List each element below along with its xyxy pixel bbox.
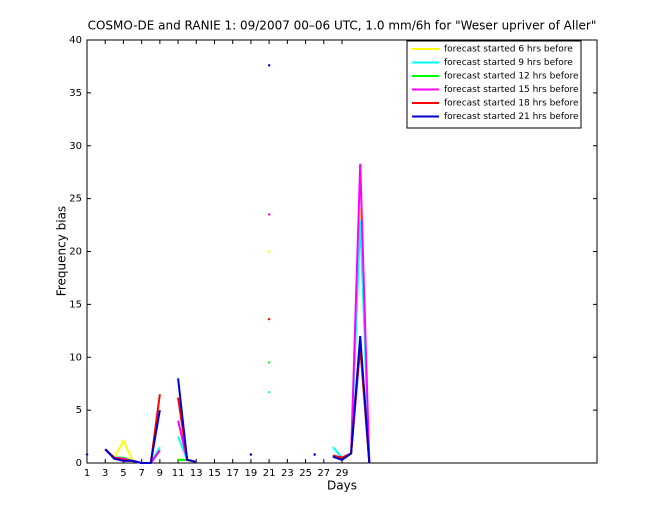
x-tick-label: 19 (245, 468, 258, 479)
data-point (267, 213, 271, 216)
legend-label: forecast started 15 hrs before (444, 85, 579, 95)
y-tick-label: 10 (69, 352, 82, 363)
x-tick-label: 3 (102, 468, 108, 479)
x-tick-label: 21 (263, 468, 276, 479)
x-tick-label: 25 (299, 468, 312, 479)
series-line (104, 409, 161, 464)
series-line (332, 336, 371, 464)
x-axis-label: Days (327, 479, 357, 493)
data-point (313, 453, 316, 456)
x-tick-label: 11 (172, 468, 185, 479)
series-line (177, 378, 197, 463)
x-tick-label: 9 (157, 468, 163, 479)
y-axis-label: Frequency bias (55, 206, 69, 296)
y-tick-label: 0 (76, 458, 82, 469)
x-tick-label: 23 (281, 468, 294, 479)
y-tick-label: 20 (69, 247, 82, 258)
legend-label: forecast started 9 hrs before (444, 58, 573, 68)
y-tick-label: 30 (69, 141, 82, 152)
legend-label: forecast started 6 hrs before (444, 45, 573, 55)
x-tick-label: 5 (120, 468, 126, 479)
data-point (267, 250, 271, 253)
x-tick-label: 27 (317, 468, 330, 479)
data-point (249, 453, 253, 456)
data-point (267, 361, 271, 364)
y-tick-label: 35 (69, 88, 82, 99)
x-tick-label: 29 (336, 468, 349, 479)
legend-box (406, 40, 582, 129)
x-tick-label: 7 (138, 468, 144, 479)
legend-label: forecast started 21 hrs before (444, 112, 579, 122)
x-tick-label: 15 (208, 468, 221, 479)
data-point (267, 390, 271, 394)
chart-title: COSMO-DE and RANIE 1: 09/2007 00–06 UTC,… (88, 19, 597, 33)
y-tick-label: 5 (76, 405, 82, 416)
y-tick-label: 40 (69, 35, 82, 46)
data-point (85, 453, 89, 456)
y-tick-label: 25 (69, 194, 82, 205)
legend-label: forecast started 12 hrs before (444, 72, 579, 82)
y-tick-label: 15 (69, 299, 82, 310)
legend-label: forecast started 18 hrs before (444, 99, 579, 109)
data-point (267, 64, 271, 67)
x-tick-label: 17 (226, 468, 239, 479)
x-tick-label: 13 (190, 468, 203, 479)
x-tick-label: 1 (84, 468, 90, 479)
data-point (267, 317, 271, 321)
